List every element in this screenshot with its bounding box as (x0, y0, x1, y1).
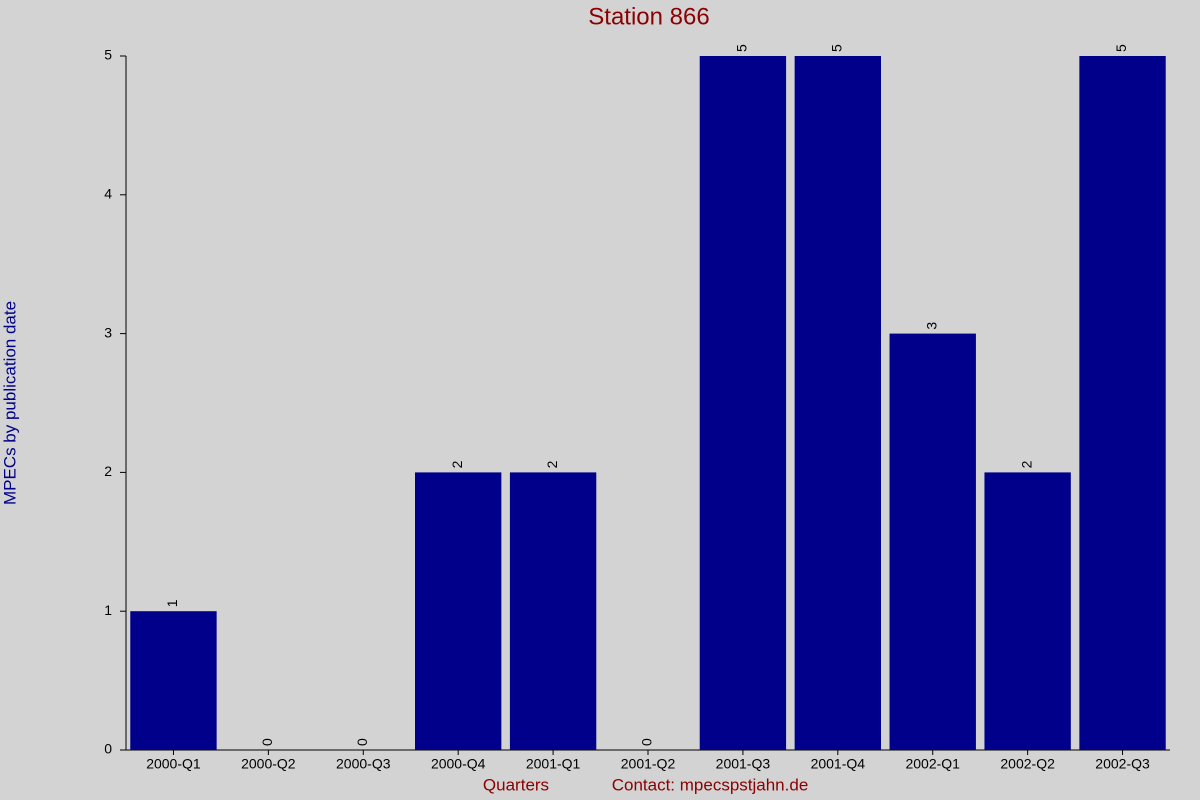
value-label: 0 (259, 738, 275, 746)
bar (984, 472, 1071, 750)
value-label: 2 (544, 460, 560, 468)
x-axis-label: Quarters (483, 775, 549, 794)
bar (1079, 56, 1166, 750)
y-tick-label: 1 (104, 602, 112, 618)
y-tick-label: 3 (104, 324, 112, 340)
y-tick-label: 0 (104, 741, 112, 757)
bar (699, 56, 787, 750)
value-label: 0 (354, 738, 370, 746)
x-tick-label: 2000-Q2 (241, 756, 296, 772)
x-tick-label: 2002-Q3 (1095, 756, 1150, 772)
y-tick-label: 4 (104, 186, 112, 202)
x-tick-label: 2002-Q2 (1000, 756, 1055, 772)
x-tick-label: 2001-Q1 (526, 756, 581, 772)
x-tick-label: 2002-Q1 (905, 756, 960, 772)
bar (414, 472, 502, 750)
x-tick-label: 2000-Q1 (146, 756, 201, 772)
chart-title: Station 866 (588, 3, 709, 30)
bar (889, 333, 976, 750)
value-label: 2 (449, 460, 465, 468)
value-label: 0 (639, 738, 655, 746)
x-tick-label: 2001-Q3 (716, 756, 771, 772)
value-label: 5 (734, 44, 750, 52)
x-tick-label: 2001-Q2 (621, 756, 676, 772)
y-tick-label: 5 (104, 47, 112, 63)
value-label: 1 (164, 599, 180, 607)
bar (130, 611, 217, 750)
contact: Contact: mpecspstjahn.de (612, 775, 809, 794)
value-label: 3 (923, 322, 939, 330)
bar (509, 472, 597, 750)
x-tick-label: 2001-Q4 (811, 756, 866, 772)
x-tick-label: 2000-Q3 (336, 756, 391, 772)
x-tick-label: 2000-Q4 (431, 756, 486, 772)
bar (794, 56, 882, 750)
value-label: 5 (829, 44, 845, 52)
y-axis-label: MPECs by publication date (0, 301, 19, 505)
value-label: 5 (1113, 44, 1129, 52)
value-label: 2 (1018, 460, 1034, 468)
y-tick-label: 2 (104, 463, 112, 479)
